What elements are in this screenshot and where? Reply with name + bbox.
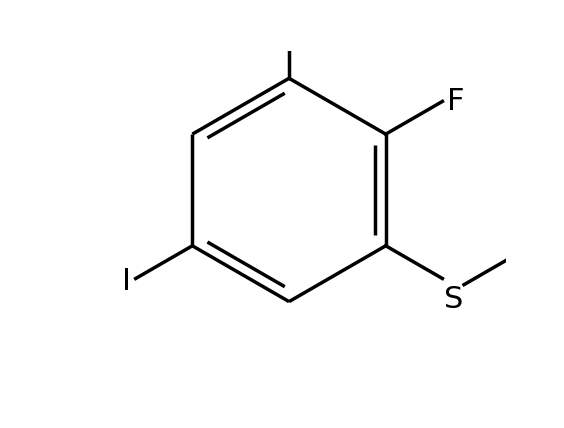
Text: I: I — [122, 267, 131, 296]
Text: S: S — [444, 285, 464, 314]
Text: F: F — [447, 87, 465, 116]
